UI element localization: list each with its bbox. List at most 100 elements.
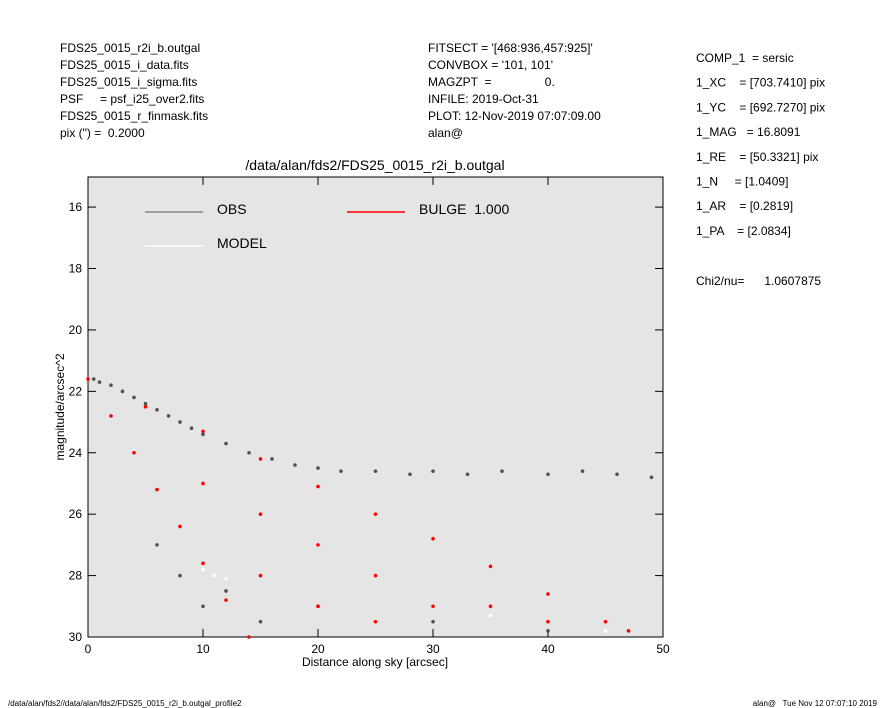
header-left: PSF = psf_i25_over2.fits — [60, 92, 204, 106]
data-point — [132, 450, 136, 455]
data-point — [201, 567, 205, 572]
header-right: 1_MAG = 16.8091 — [696, 125, 801, 139]
y-tick-label: 20 — [69, 323, 83, 337]
data-point — [201, 604, 205, 609]
x-tick-label: 10 — [196, 642, 210, 656]
data-point — [373, 512, 378, 516]
header-right: COMP_1 = sersic — [696, 51, 794, 65]
data-point — [408, 472, 412, 477]
data-point — [500, 469, 504, 473]
data-point — [201, 432, 205, 437]
data-point — [132, 395, 136, 400]
data-point — [97, 380, 102, 384]
data-point — [546, 629, 550, 633]
y-tick-label: 22 — [69, 384, 83, 398]
header-right: 1_YC = [692.7270] pix — [696, 100, 825, 114]
data-point — [109, 414, 113, 418]
data-point — [143, 404, 148, 409]
data-point — [224, 576, 228, 581]
data-point — [178, 524, 182, 529]
data-point — [316, 543, 320, 547]
data-point — [91, 377, 96, 381]
data-point — [546, 472, 550, 477]
header-right: 1_RE = [50.3321] pix — [696, 150, 818, 164]
data-point — [293, 463, 297, 467]
data-point — [580, 469, 585, 473]
x-tick-label: 30 — [426, 642, 440, 656]
data-point — [247, 635, 251, 639]
data-point — [316, 466, 320, 470]
header-middle: INFILE: 2019-Oct-31 — [428, 92, 539, 106]
data-point — [316, 604, 320, 609]
plot-area — [87, 176, 664, 638]
data-point — [212, 573, 217, 578]
y-axis-label: magnitude/arcsec^2 — [53, 353, 67, 460]
data-point — [166, 414, 171, 418]
data-point — [155, 407, 159, 412]
header-middle: MAGZPT = 0. — [428, 75, 555, 89]
legend-label: BULGE 1.000 — [419, 201, 509, 217]
footer-right: alan@ Tue Nov 12 07:07:10 2019 — [753, 699, 878, 708]
header-left: FDS25_0015_i_data.fits — [60, 58, 189, 72]
data-point — [86, 377, 90, 381]
footer-left: /data/alan/fds2//data/alan/fds2/FDS25_00… — [8, 699, 242, 708]
header-left: FDS25_0015_r2i_b.outgal — [60, 41, 200, 55]
header-right: 1_N = [1.0409] — [696, 175, 788, 189]
data-point — [224, 589, 228, 593]
data-point — [373, 573, 378, 578]
data-point — [201, 561, 205, 566]
data-point — [373, 619, 378, 624]
data-point — [201, 481, 205, 486]
data-point — [258, 573, 263, 578]
header-left: FDS25_0015_r_finmask.fits — [60, 109, 208, 123]
data-point — [431, 619, 435, 624]
data-point — [224, 598, 228, 602]
data-point — [201, 429, 205, 434]
y-tick-label: 26 — [69, 507, 83, 521]
data-point — [649, 475, 654, 480]
y-tick-label: 30 — [69, 630, 83, 644]
data-point — [431, 469, 435, 473]
y-tick-label: 18 — [69, 262, 83, 276]
data-point — [603, 619, 608, 624]
data-point — [488, 613, 493, 618]
data-point — [120, 389, 125, 394]
data-point — [109, 383, 113, 387]
data-point — [224, 441, 228, 446]
header-middle: PLOT: 12-Nov-2019 07:07:09.00 — [428, 109, 601, 123]
y-tick-label: 24 — [69, 446, 83, 460]
header-middle: FITSECT = '[468:936,457:925]' — [428, 41, 593, 55]
header-middle: alan@ — [428, 126, 463, 140]
legend-label: MODEL — [217, 235, 267, 251]
y-tick-label: 16 — [69, 200, 83, 214]
data-point — [178, 420, 182, 424]
x-tick-label: 20 — [311, 642, 325, 656]
header-left: FDS25_0015_i_sigma.fits — [60, 75, 197, 89]
header-right: 1_AR = [0.2819] — [696, 199, 793, 213]
header-right: 1_PA = [2.0834] — [696, 224, 791, 238]
data-point — [155, 543, 159, 547]
y-tick-label: 28 — [69, 569, 83, 583]
data-point — [488, 564, 493, 569]
data-point — [615, 472, 619, 477]
header-right: 1_XC = [703.7410] pix — [696, 76, 825, 90]
data-point — [247, 450, 251, 455]
data-point — [431, 604, 435, 609]
data-point — [155, 487, 159, 492]
data-point — [603, 629, 608, 633]
data-point — [178, 573, 182, 578]
data-point — [546, 592, 550, 596]
data-point — [488, 604, 493, 609]
data-point — [258, 619, 263, 624]
data-point — [546, 619, 550, 624]
header-middle: CONVBOX = '101, 101' — [428, 58, 553, 72]
data-point — [143, 401, 148, 406]
data-point — [258, 512, 263, 516]
x-tick-label: 50 — [656, 642, 670, 656]
x-tick-label: 0 — [85, 642, 92, 656]
data-point — [316, 484, 320, 489]
data-point — [373, 469, 378, 473]
data-point — [465, 472, 470, 477]
x-axis-label: Distance along sky [arcsec] — [302, 655, 448, 669]
